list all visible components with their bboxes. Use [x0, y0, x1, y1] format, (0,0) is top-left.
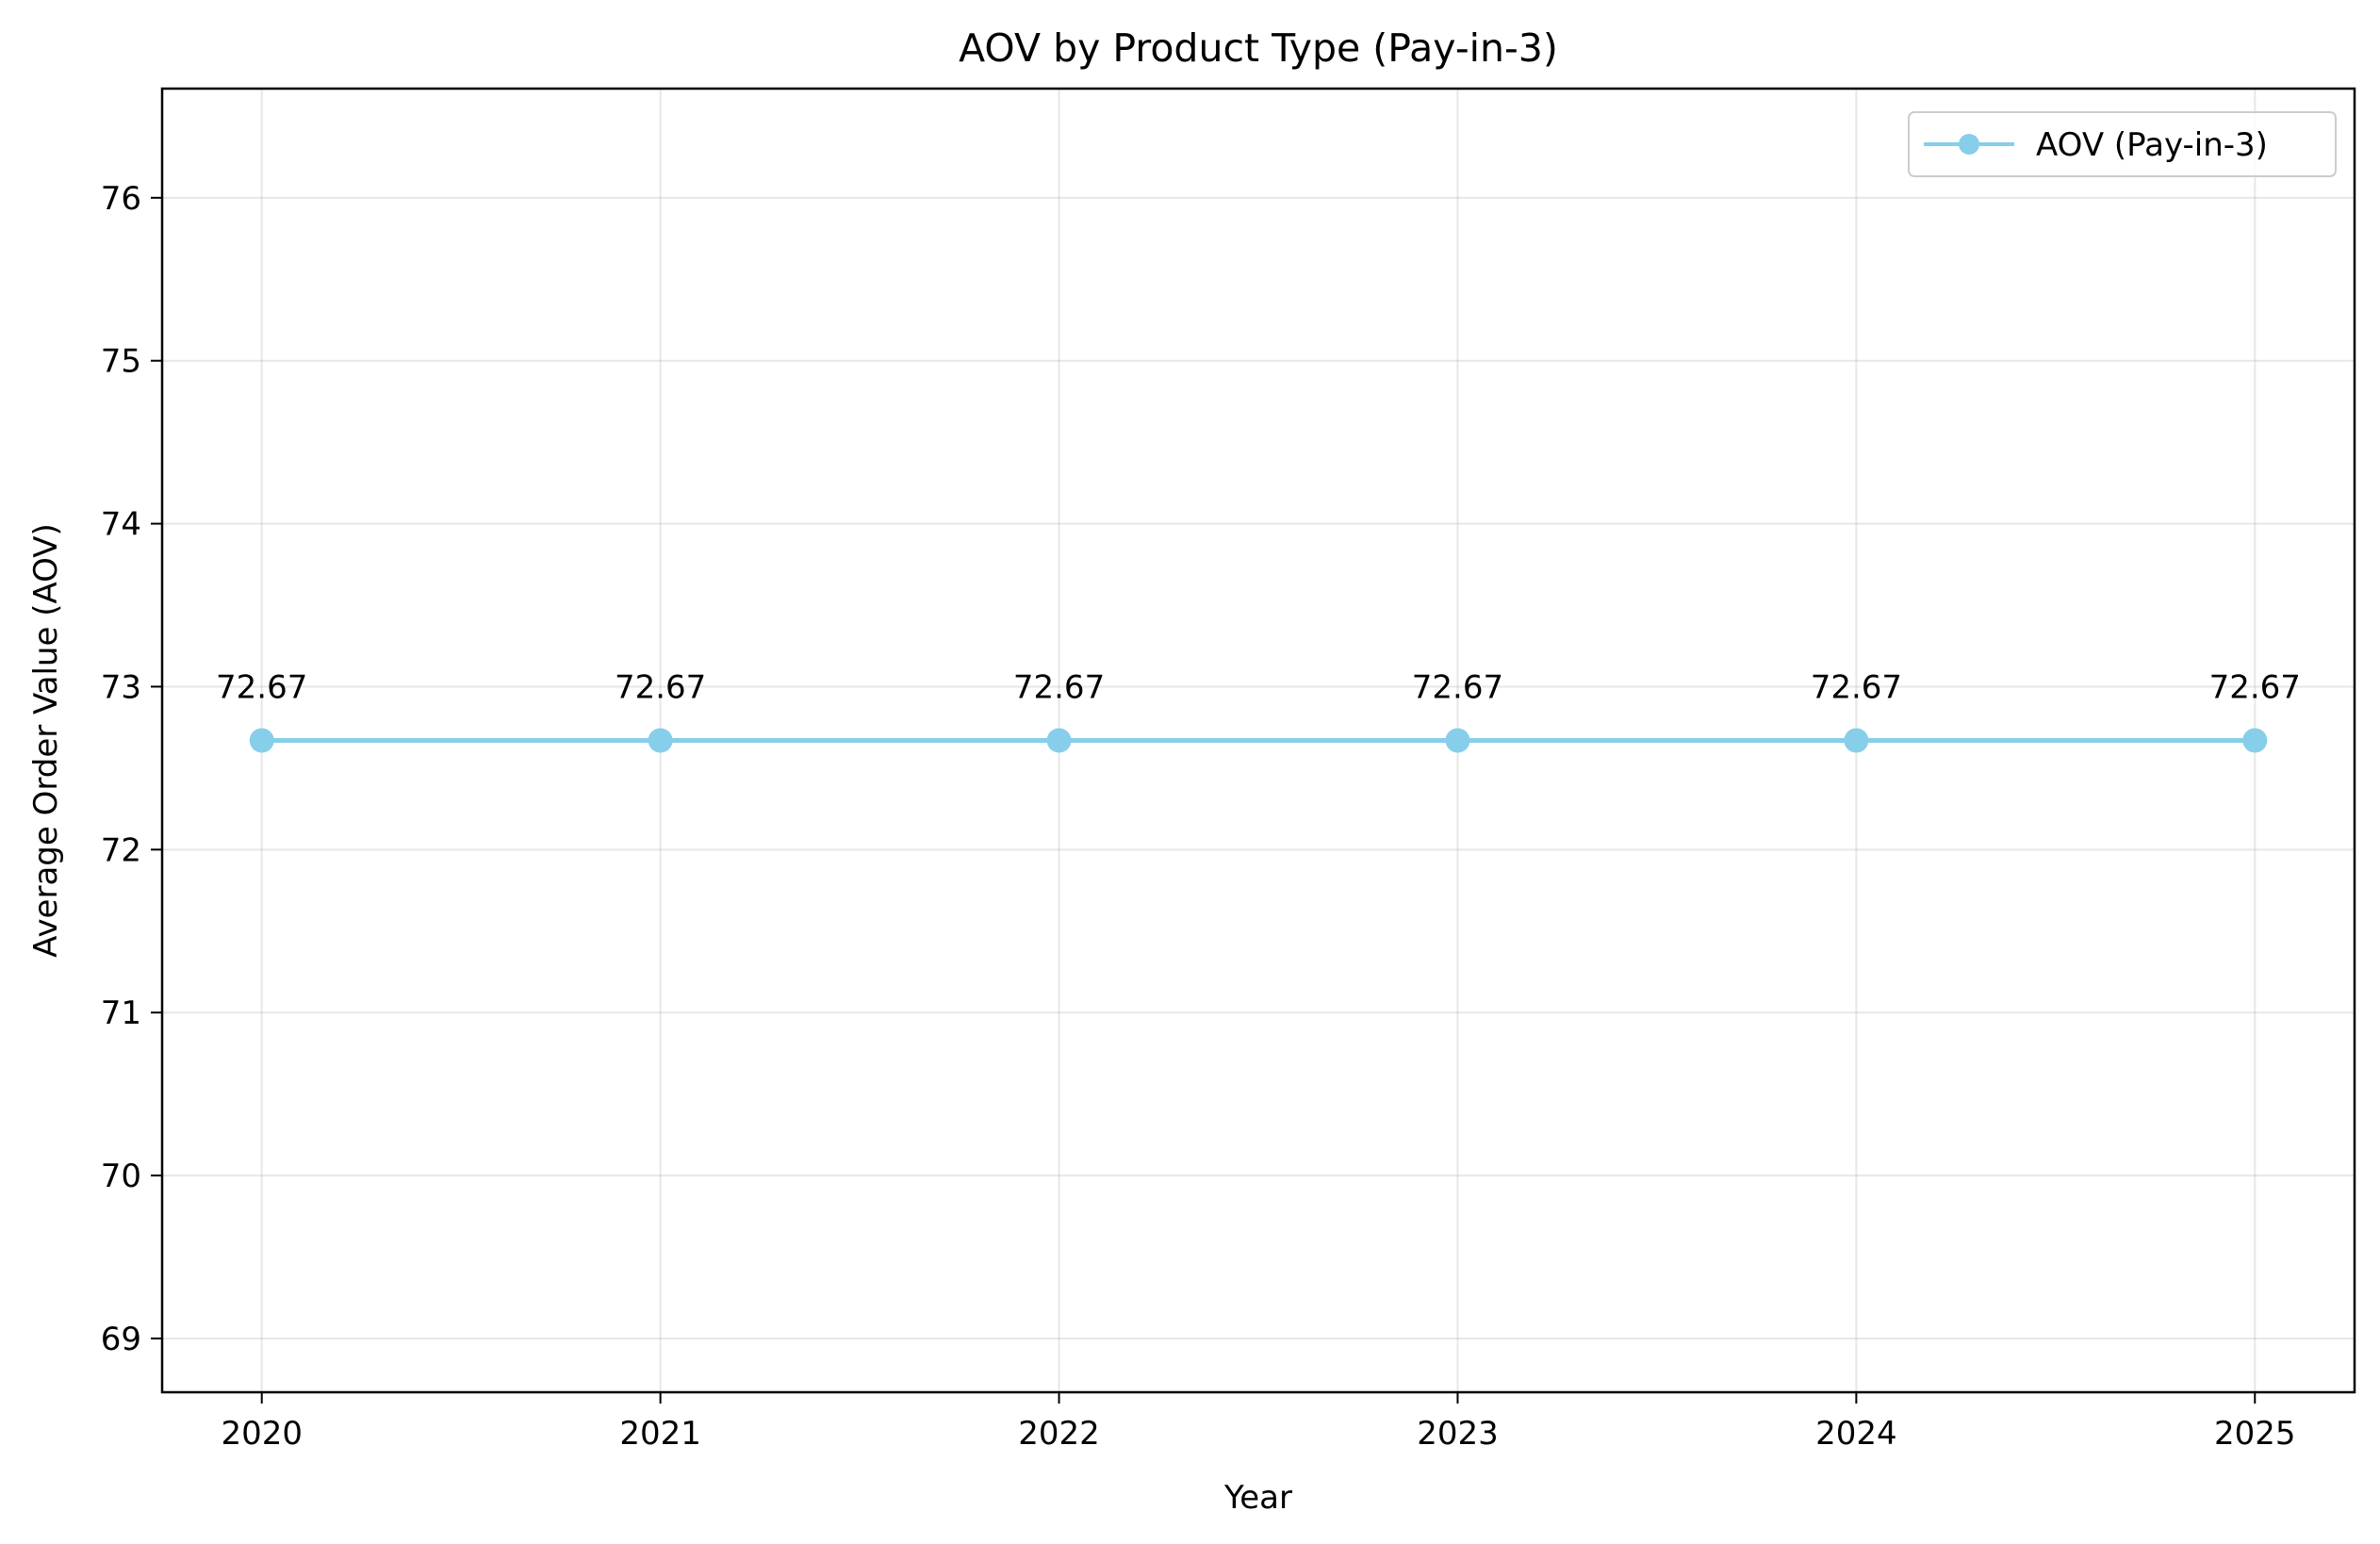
x-tick-label: 2021: [619, 1415, 701, 1453]
x-tick-label: 2025: [2214, 1415, 2296, 1453]
y-tick-label: 74: [101, 506, 141, 544]
y-tick-label: 69: [101, 1321, 141, 1358]
plot-frame: [160, 87, 2356, 1394]
y-tick-label: 71: [101, 994, 141, 1032]
data-point: [1445, 728, 1470, 753]
data-label: 72.67: [2209, 669, 2301, 707]
data-label: 72.67: [615, 669, 706, 707]
legend-marker-swatch: [1959, 134, 1979, 155]
x-tick-label: 2020: [221, 1415, 303, 1453]
y-tick-label: 70: [101, 1158, 141, 1195]
x-tick-label: 2024: [1815, 1415, 1897, 1453]
data-label: 72.67: [1013, 669, 1105, 707]
data-point: [2242, 728, 2268, 753]
y-axis-title: Average Order Value (AOV): [27, 523, 65, 958]
data-point: [648, 728, 673, 753]
legend-box: [1908, 111, 2337, 177]
legend-label: AOV (Pay-in-3): [2036, 126, 2268, 164]
y-tick-label: 72: [101, 831, 141, 869]
data-point: [1844, 728, 1869, 753]
data-point: [249, 728, 274, 753]
y-tick-label: 73: [101, 668, 141, 706]
chart-title: AOV by Product Type (Pay-in-3): [959, 25, 1558, 71]
x-tick-label: 2022: [1018, 1415, 1100, 1453]
series-layer: 72.67 72.67 72.67 72.67 72.67 72.67: [216, 669, 2301, 753]
y-tick-label: 75: [101, 343, 141, 381]
y-tick-label: 76: [101, 180, 141, 218]
data-label: 72.67: [1811, 669, 1902, 707]
data-label: 72.67: [1412, 669, 1503, 707]
data-point: [1046, 728, 1072, 753]
x-tick-label: 2023: [1417, 1415, 1499, 1453]
x-axis-title: Year: [1223, 1479, 1292, 1517]
axes: 2020 2021 2022 2023 2024 2025 69 70 71 72 73 74 75 76: [101, 180, 2296, 1453]
legend: AOV (Pay-in-3): [1908, 111, 2337, 177]
data-label: 72.67: [216, 669, 307, 707]
